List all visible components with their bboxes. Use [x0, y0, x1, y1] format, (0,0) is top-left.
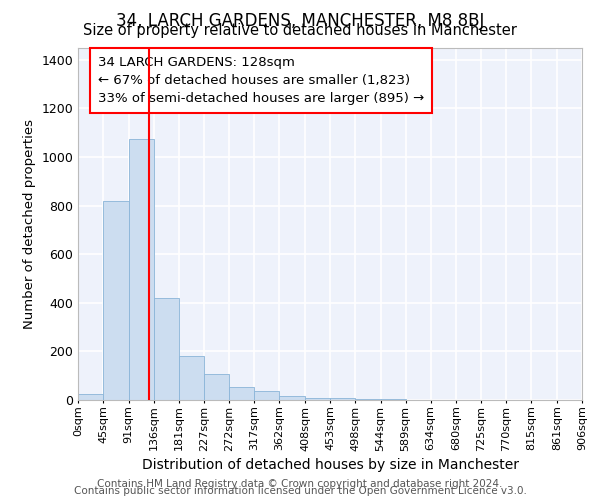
Text: 34, LARCH GARDENS, MANCHESTER, M8 8BJ: 34, LARCH GARDENS, MANCHESTER, M8 8BJ [116, 12, 484, 30]
Bar [305, 398, 330, 400]
Text: 34 LARCH GARDENS: 128sqm
← 67% of detached houses are smaller (1,823)
33% of sem: 34 LARCH GARDENS: 128sqm ← 67% of detach… [98, 56, 424, 106]
Text: Contains public sector information licensed under the Open Government Licence v3: Contains public sector information licen… [74, 486, 526, 496]
Bar [154, 298, 179, 400]
Y-axis label: Number of detached properties: Number of detached properties [23, 118, 36, 329]
Bar [355, 399, 380, 400]
Bar [254, 391, 280, 400]
Text: Contains HM Land Registry data © Crown copyright and database right 2024.: Contains HM Land Registry data © Crown c… [97, 479, 503, 489]
Bar [128, 138, 154, 400]
Bar [103, 200, 128, 400]
Bar [330, 398, 355, 400]
Bar [179, 356, 204, 400]
Bar [229, 386, 254, 400]
Bar [204, 374, 229, 400]
X-axis label: Distribution of detached houses by size in Manchester: Distribution of detached houses by size … [142, 458, 518, 471]
Bar [78, 394, 103, 400]
Text: Size of property relative to detached houses in Manchester: Size of property relative to detached ho… [83, 22, 517, 38]
Bar [280, 396, 305, 400]
